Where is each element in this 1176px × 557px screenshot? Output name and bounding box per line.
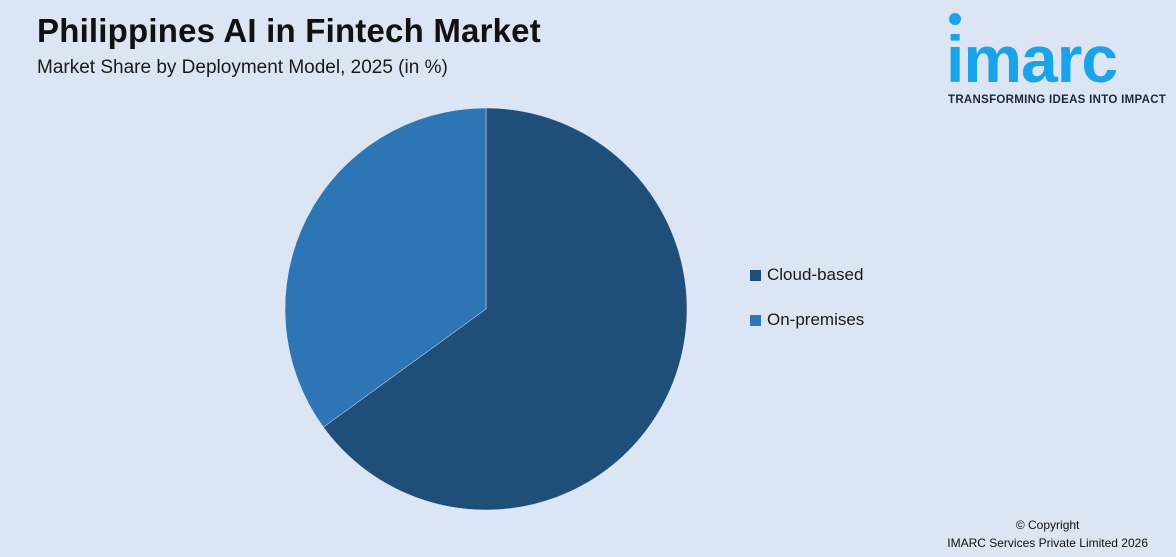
- logo-wordmark: imarc: [946, 22, 1118, 96]
- footer-copyright: © Copyright: [1015, 518, 1080, 532]
- legend-item-on-premises: On-premises: [750, 309, 864, 331]
- legend-item-cloud-based: Cloud-based: [750, 264, 864, 286]
- chart-title: Philippines AI in Fintech Market: [37, 12, 541, 49]
- logo-dot-icon: [949, 13, 961, 25]
- legend-swatch: [750, 269, 761, 281]
- footer: © Copyright IMARC Services Private Limit…: [947, 516, 1148, 552]
- pie-slice-on-premises: [284, 107, 487, 428]
- imarc-logo: imarc TRANSFORMING IDEAS INTO IMPACT: [944, 10, 1172, 110]
- chart-legend: Cloud-based On-premises: [750, 264, 864, 354]
- chart-subtitle: Market Share by Deployment Model, 2025 (…: [37, 57, 448, 78]
- logo-tagline: TRANSFORMING IDEAS INTO IMPACT: [948, 94, 1167, 106]
- legend-label: On-premises: [767, 310, 865, 329]
- pie-slice-cloud-based: [323, 107, 688, 511]
- footer-company: IMARC Services Private Limited 2026: [947, 536, 1148, 550]
- legend-label: Cloud-based: [767, 265, 864, 284]
- legend-swatch: [750, 314, 761, 326]
